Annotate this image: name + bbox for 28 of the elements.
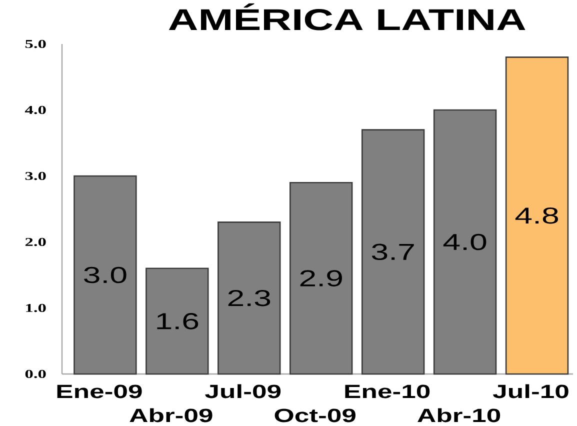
data-label: 2.9 [300,270,342,286]
x-tick-label: Abr-10 [418,408,500,422]
data-label: 2.3 [228,290,270,306]
data-label: 3.0 [84,266,126,284]
bar [218,222,281,375]
y-tick-label: 2.0 [25,238,46,246]
bar [290,182,353,375]
y-tick-label: 3.0 [25,172,46,180]
x-tick-label: Ene-09 [57,384,142,398]
bar [146,268,209,375]
data-label: 1.6 [157,313,198,330]
x-tick-label: Ene-10 [345,384,430,398]
bar [433,109,497,375]
y-tick-label: 5.0 [25,40,46,48]
chart-title: AMÉRICA LATINA [168,3,526,30]
bar [361,129,425,375]
x-tick-label: Abr-09 [130,408,212,422]
y-tick-label: 1.0 [26,304,46,312]
bar [74,175,137,375]
y-tick-label: 4.0 [24,106,46,114]
x-tick-label: Oct-09 [274,408,356,422]
data-label: 4.8 [515,207,558,224]
x-tick-label: Jul-10 [492,384,568,398]
data-label: 3.7 [372,244,414,260]
data-label: 4.0 [443,234,486,250]
y-tick-label: 0.0 [25,370,46,378]
x-tick-label: Jul-09 [205,384,281,398]
bar [505,56,569,375]
